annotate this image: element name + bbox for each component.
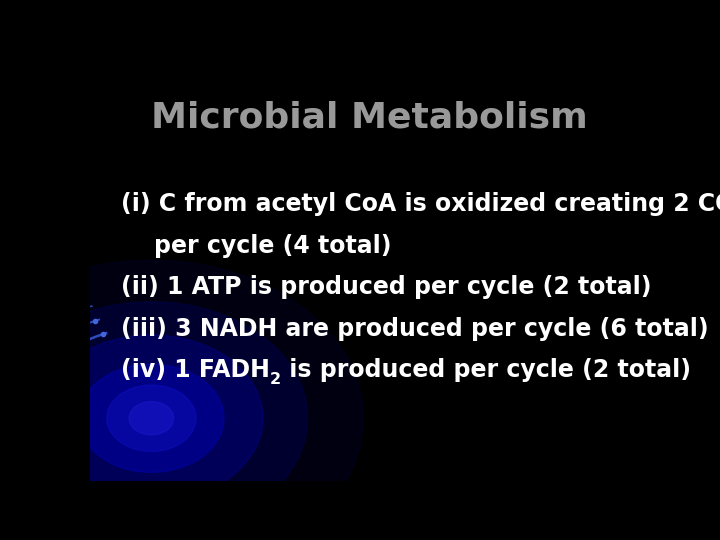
Circle shape (129, 402, 174, 435)
Text: is produced per cycle (2 total): is produced per cycle (2 total) (281, 359, 690, 382)
Text: 2: 2 (269, 372, 281, 387)
Text: Microbial Metabolism: Microbial Metabolism (150, 100, 588, 134)
Circle shape (40, 335, 263, 502)
Text: per cycle (4 total): per cycle (4 total) (121, 234, 391, 258)
Circle shape (78, 364, 224, 472)
Text: (ii) 1 ATP is produced per cycle (2 total): (ii) 1 ATP is produced per cycle (2 tota… (121, 275, 651, 299)
Text: (iii) 3 NADH are produced per cycle (6 total): (iii) 3 NADH are produced per cycle (6 t… (121, 317, 708, 341)
Circle shape (107, 385, 196, 451)
Text: (iv) 1 FADH: (iv) 1 FADH (121, 359, 269, 382)
Circle shape (0, 260, 364, 540)
Text: (i) C from acetyl CoA is oxidized creating 2 CO: (i) C from acetyl CoA is oxidized creati… (121, 192, 720, 216)
Circle shape (0, 302, 307, 535)
